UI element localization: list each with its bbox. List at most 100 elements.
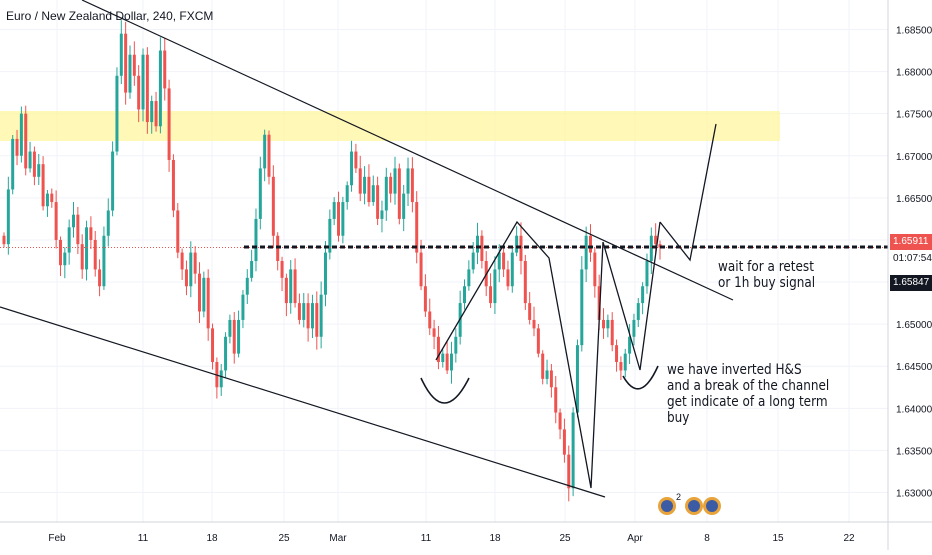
candle-body bbox=[102, 235, 106, 287]
candle-body bbox=[154, 101, 158, 127]
candle-body bbox=[85, 227, 89, 270]
candle-body bbox=[615, 345, 619, 363]
candle-body bbox=[636, 303, 640, 320]
retest-note: wait for a retest or 1h buy signal bbox=[718, 259, 815, 291]
candle-body bbox=[337, 202, 341, 236]
analysis-note-line-3: get indicate of a long term bbox=[667, 394, 828, 410]
candle-body bbox=[610, 319, 614, 346]
candle-body bbox=[545, 370, 549, 379]
candle-body bbox=[24, 113, 28, 169]
grid bbox=[0, 0, 888, 522]
left-shoulder-curve bbox=[420, 377, 470, 404]
candle-body bbox=[363, 176, 367, 194]
time-tick-label: 25 bbox=[278, 533, 290, 544]
candle-body bbox=[271, 176, 275, 236]
candle-body bbox=[445, 353, 449, 371]
candle-body bbox=[115, 75, 119, 152]
candle-body bbox=[228, 319, 232, 337]
candle-body bbox=[602, 319, 606, 329]
candle-body bbox=[141, 54, 145, 110]
candle-body bbox=[6, 189, 10, 245]
candle-body bbox=[593, 252, 597, 287]
candle-body bbox=[606, 319, 610, 329]
candle-body bbox=[432, 328, 436, 337]
candle-body bbox=[315, 303, 319, 337]
candle-body bbox=[15, 138, 19, 156]
candle-body bbox=[384, 176, 388, 211]
time-tick-label: 11 bbox=[421, 533, 432, 544]
candle-body bbox=[415, 202, 419, 253]
candle-body bbox=[454, 336, 458, 354]
candle-body bbox=[93, 239, 97, 270]
candle-body bbox=[128, 54, 132, 93]
candle-body bbox=[293, 269, 297, 304]
candle-body bbox=[150, 101, 154, 123]
candle-body bbox=[37, 164, 41, 177]
price-tick-label: 1.64000 bbox=[896, 404, 932, 415]
candle-body bbox=[297, 303, 301, 320]
candle-body bbox=[410, 168, 414, 203]
candle-body bbox=[63, 252, 67, 266]
candle-body bbox=[310, 303, 314, 329]
candle-body bbox=[506, 269, 510, 287]
candle-body bbox=[493, 269, 497, 304]
candle-body bbox=[623, 353, 627, 371]
candle-body bbox=[532, 319, 536, 329]
candle-body bbox=[497, 252, 501, 270]
candle-body bbox=[67, 227, 71, 253]
retest-note-line-2: or 1h buy signal bbox=[718, 275, 816, 291]
analysis-note-line-4: buy bbox=[667, 410, 690, 426]
candle-body bbox=[419, 252, 423, 287]
candle-body bbox=[554, 387, 558, 413]
candle-body bbox=[89, 227, 93, 240]
candle-body bbox=[406, 168, 410, 194]
candle-body bbox=[654, 235, 658, 245]
candle-body bbox=[549, 370, 553, 388]
time-tick-label: 25 bbox=[559, 533, 571, 544]
candle-body bbox=[428, 311, 432, 329]
candle-body bbox=[441, 353, 445, 363]
time-tick-label: 18 bbox=[489, 533, 501, 544]
candle-body bbox=[232, 319, 236, 354]
candle-body bbox=[180, 252, 184, 270]
candle-body bbox=[145, 54, 149, 123]
candle-body bbox=[328, 218, 332, 253]
candle-body bbox=[32, 151, 36, 177]
candle-body bbox=[284, 277, 288, 304]
candle-body bbox=[619, 362, 623, 371]
candle-body bbox=[645, 261, 649, 287]
candle-body bbox=[58, 239, 62, 266]
candle-body bbox=[397, 168, 401, 219]
price-tick-label: 1.63500 bbox=[896, 446, 932, 457]
price-tick-label: 1.65000 bbox=[896, 320, 932, 331]
analysis-note-line-1: we have inverted H&S bbox=[667, 362, 802, 378]
candle-body bbox=[163, 50, 167, 89]
candle-body bbox=[280, 261, 284, 278]
candle-body bbox=[2, 235, 6, 245]
candle-body bbox=[202, 277, 206, 312]
price-tick-label: 1.68000 bbox=[896, 68, 932, 79]
candle-body bbox=[197, 273, 201, 312]
candle-body bbox=[632, 319, 636, 337]
candle-body bbox=[510, 252, 514, 287]
retest-note-line-1: wait for a retest bbox=[718, 259, 814, 275]
time-tick-label: 11 bbox=[138, 533, 149, 544]
resistance-zone-rect bbox=[0, 111, 780, 141]
candles bbox=[2, 20, 662, 502]
candle-body bbox=[575, 345, 579, 413]
event-badge-flag-icon bbox=[688, 500, 700, 512]
candle-body bbox=[358, 168, 362, 194]
candle-body bbox=[376, 185, 380, 219]
candle-body bbox=[502, 252, 506, 270]
candle-body bbox=[345, 185, 349, 203]
price-tick-label: 1.64500 bbox=[896, 362, 932, 373]
time-tick-label: Feb bbox=[48, 533, 66, 544]
candle-body bbox=[380, 210, 384, 219]
pattern-zigzag bbox=[435, 220, 661, 489]
candle-body bbox=[98, 269, 102, 287]
candle-body bbox=[528, 303, 532, 320]
channel-upper-line bbox=[81, 0, 734, 301]
candle-body bbox=[267, 134, 271, 177]
